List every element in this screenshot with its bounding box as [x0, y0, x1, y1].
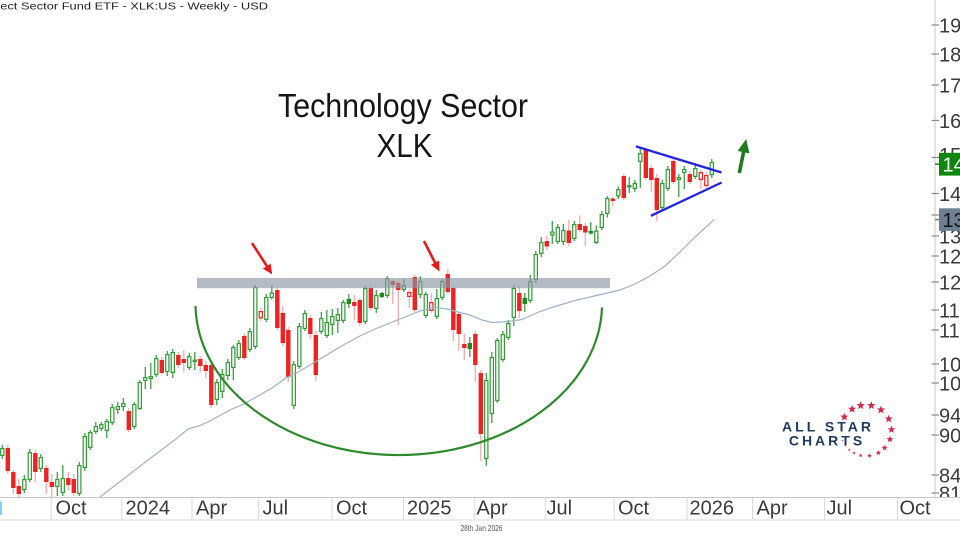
- svg-text:28th Jan 2026: 28th Jan 2026: [461, 523, 503, 533]
- svg-text:137: 137: [939, 226, 960, 248]
- svg-text:Oct: Oct: [900, 498, 932, 520]
- svg-text:2025: 2025: [407, 498, 452, 520]
- svg-text:124: 124: [939, 272, 960, 294]
- svg-text:128: 128: [939, 246, 960, 268]
- svg-text:94: 94: [939, 405, 960, 427]
- svg-text:Apr: Apr: [757, 498, 788, 520]
- svg-text:Technology Select Sector Fund: Technology Select Sector Fund ETF - XLK:…: [0, 1, 269, 13]
- svg-text:108: 108: [939, 354, 960, 376]
- svg-text:Oct: Oct: [56, 498, 88, 520]
- svg-text:196: 196: [939, 15, 960, 37]
- svg-text:84: 84: [939, 465, 960, 487]
- svg-text:Apr: Apr: [196, 498, 227, 520]
- svg-text:Oct: Oct: [336, 498, 368, 520]
- svg-text:ALL STAR: ALL STAR: [782, 419, 874, 435]
- svg-text:XLK: XLK: [377, 127, 433, 164]
- svg-text:168: 168: [939, 111, 960, 133]
- svg-text:118: 118: [939, 300, 960, 322]
- svg-text:2026: 2026: [690, 498, 735, 520]
- svg-text:Oct: Oct: [618, 498, 650, 520]
- svg-text:Jul: Jul: [547, 498, 573, 520]
- svg-text:115: 115: [939, 320, 960, 342]
- svg-text:Technology Sector: Technology Sector: [278, 87, 528, 124]
- svg-text:Jul: Jul: [263, 498, 289, 520]
- svg-text:178: 178: [939, 75, 960, 97]
- svg-text:104: 104: [939, 373, 960, 395]
- svg-text:CHARTS: CHARTS: [789, 433, 865, 449]
- svg-text:14: 14: [943, 154, 960, 176]
- svg-text:Jul: Jul: [827, 498, 853, 520]
- svg-text:188: 188: [939, 44, 960, 66]
- svg-text:Apr: Apr: [477, 498, 508, 520]
- svg-text:13: 13: [943, 210, 960, 232]
- svg-text:2024: 2024: [126, 498, 171, 520]
- svg-text:90: 90: [939, 425, 960, 447]
- svg-text:145: 145: [939, 184, 960, 206]
